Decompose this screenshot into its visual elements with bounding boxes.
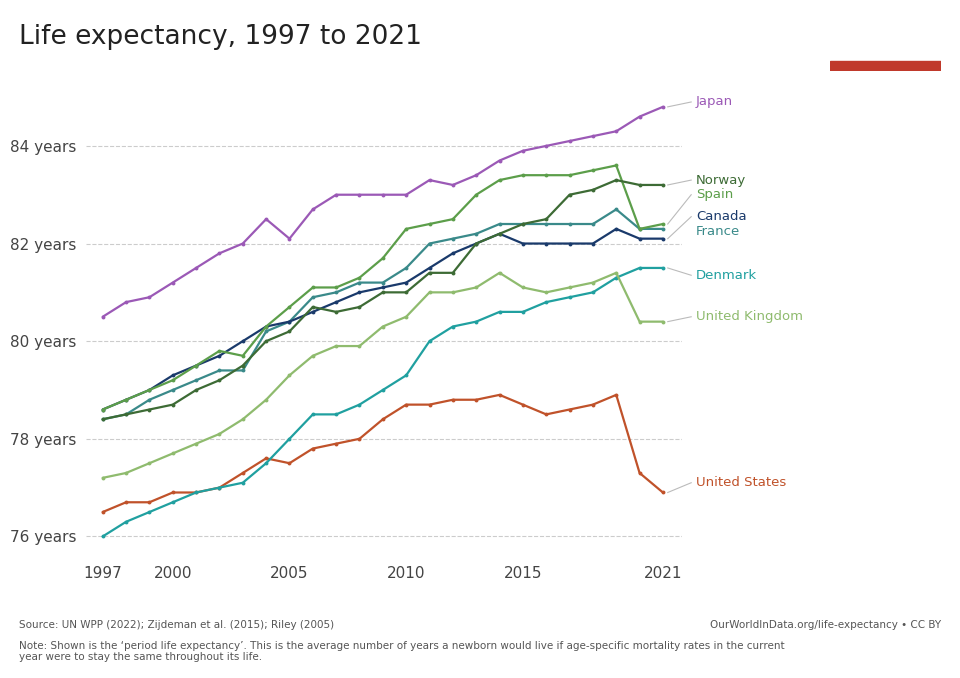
Text: Canada: Canada bbox=[696, 210, 747, 223]
Bar bbox=[830, 61, 941, 71]
Text: OurWorldInData.org/life-expectancy • CC BY: OurWorldInData.org/life-expectancy • CC … bbox=[709, 620, 941, 631]
Text: United Kingdom: United Kingdom bbox=[696, 311, 803, 323]
Text: Denmark: Denmark bbox=[696, 268, 757, 282]
Text: Life expectancy, 1997 to 2021: Life expectancy, 1997 to 2021 bbox=[19, 24, 422, 49]
Text: United States: United States bbox=[696, 476, 786, 490]
Text: Spain: Spain bbox=[696, 188, 733, 201]
Text: France: France bbox=[696, 225, 740, 238]
Text: Japan: Japan bbox=[696, 96, 733, 108]
Text: Source: UN WPP (2022); Zijdeman et al. (2015); Riley (2005): Source: UN WPP (2022); Zijdeman et al. (… bbox=[19, 620, 334, 631]
Text: Norway: Norway bbox=[696, 174, 746, 186]
Text: in Data: in Data bbox=[864, 41, 907, 51]
Text: Our World: Our World bbox=[856, 24, 915, 35]
Text: Note: Shown is the ‘period life expectancy’. This is the average number of years: Note: Shown is the ‘period life expectan… bbox=[19, 641, 785, 662]
